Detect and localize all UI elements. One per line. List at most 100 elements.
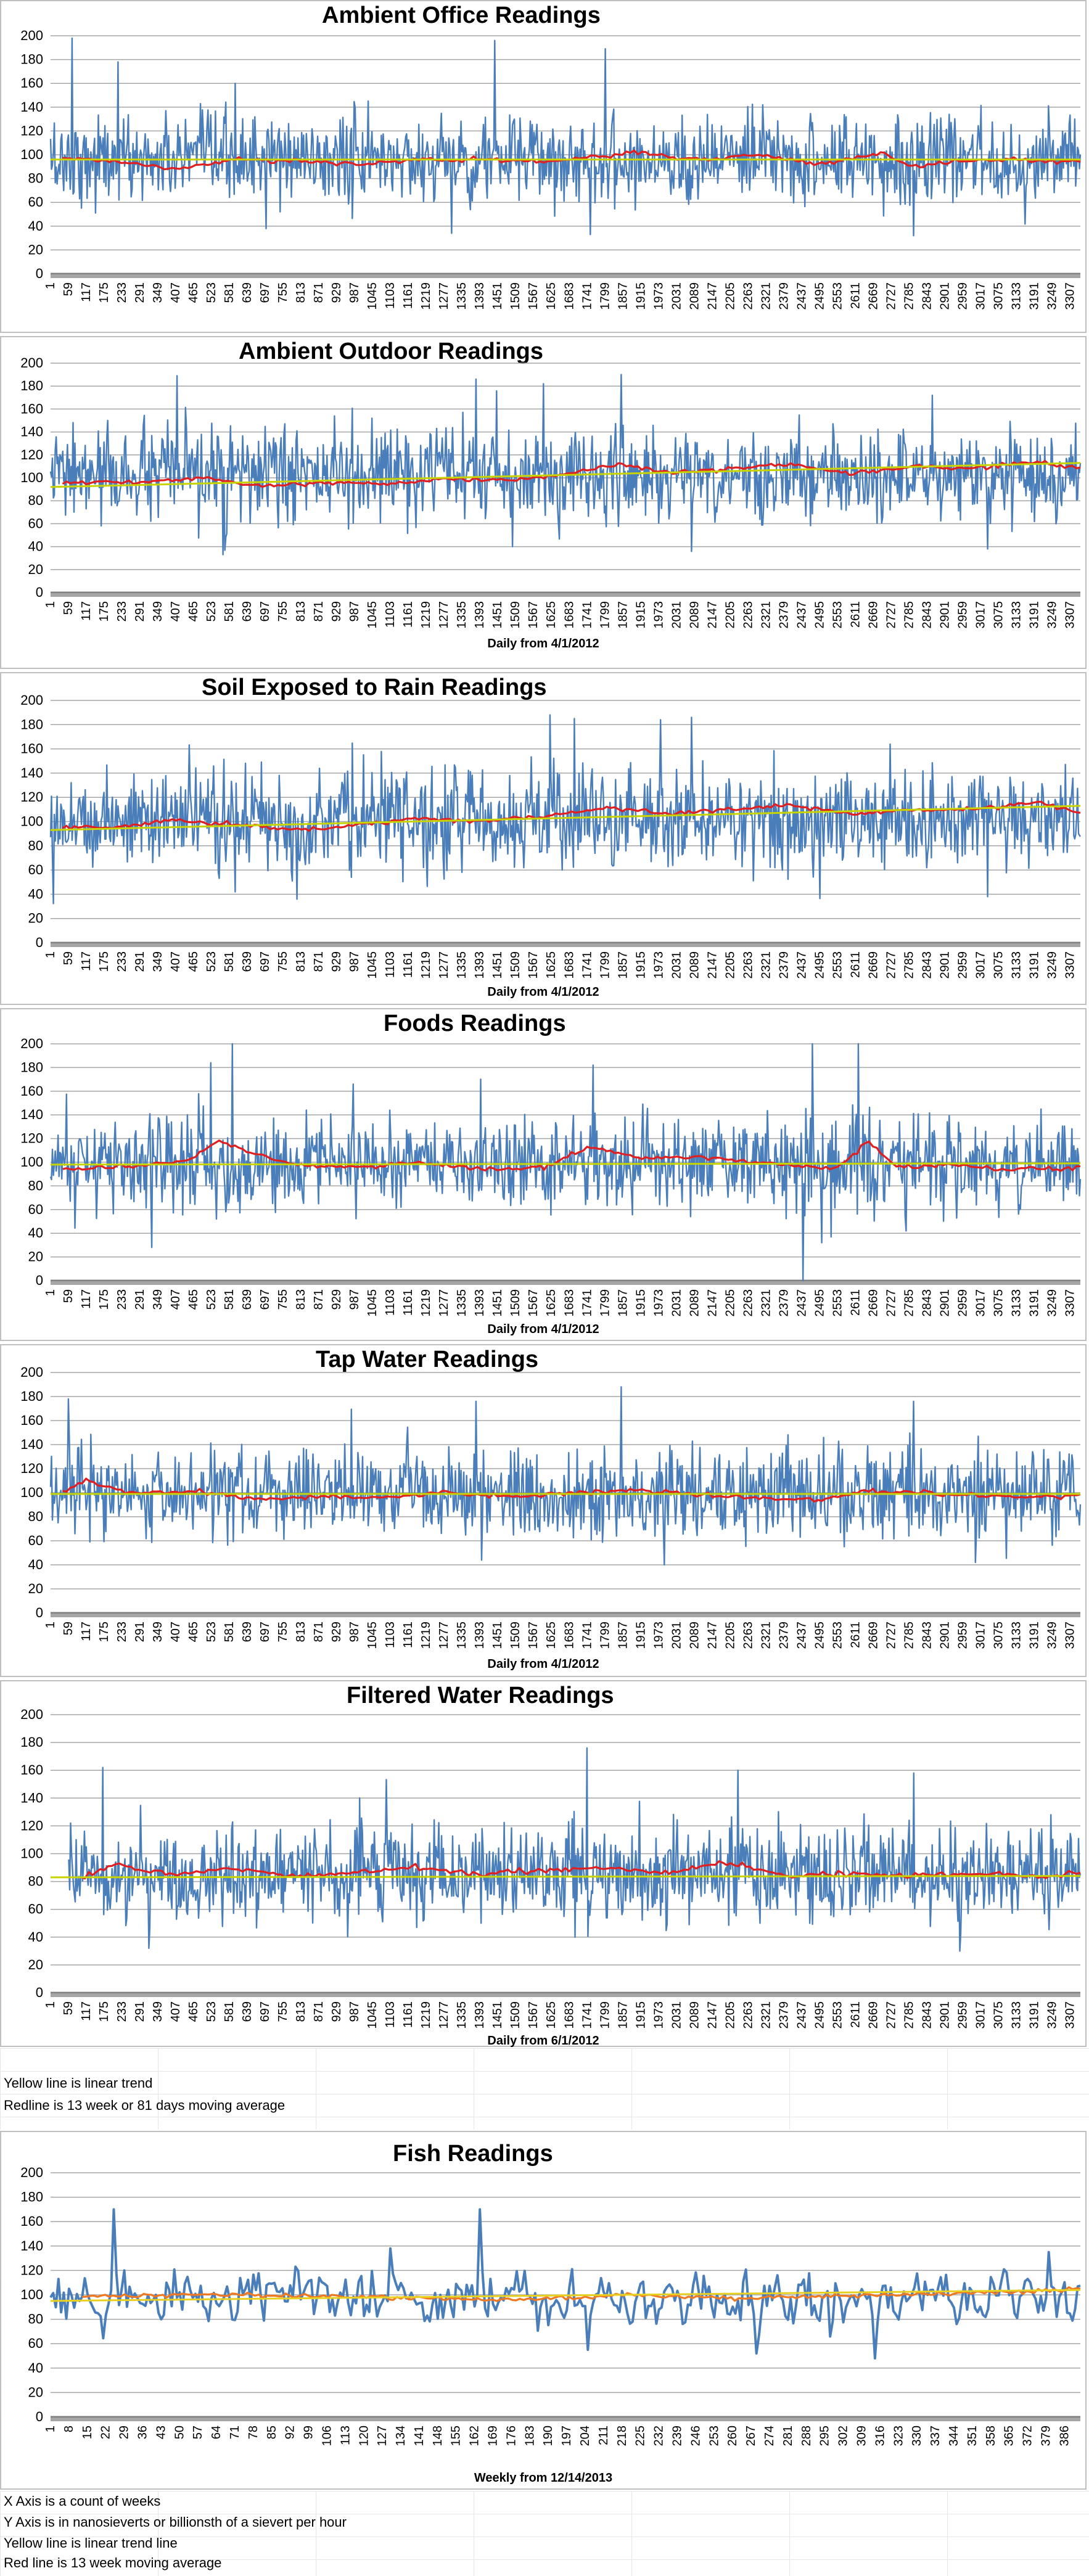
x-tick-label: 1161 [401,1622,415,1648]
x-tick-label: 148 [431,2426,445,2446]
x-tick-label: 1683 [562,282,576,310]
x-tick-label: 92 [284,2426,297,2439]
y-tick-label: 120 [20,1131,43,1146]
y-tick-label: 100 [20,1846,43,1861]
x-tick-label: 523 [205,282,218,303]
x-tick-label: 3307 [1063,1622,1077,1649]
x-tick-label: 2959 [956,1622,969,1649]
sheet-grid [0,2491,1089,2576]
x-tick-label: 523 [205,951,218,972]
x-tick-label: 2785 [902,2001,916,2029]
x-tick-label: 987 [348,601,361,621]
x-tick-label: 1277 [437,1289,451,1317]
x-tick-label: 1451 [491,282,504,310]
y-tick-label: 20 [28,562,43,577]
y-tick-label: 80 [28,1178,43,1193]
x-tick-label: 183 [523,2426,536,2446]
x-tick-label: 2959 [956,282,969,310]
x-tick-label: 1045 [366,1289,379,1317]
y-tick-label: 100 [20,2287,43,2302]
x-tick-label: 43 [154,2426,168,2439]
x-tick-label: 1 [44,2001,57,2008]
x-tick-label: 2495 [813,601,826,629]
x-tick-label: 2147 [705,951,719,979]
x-tick-label: 1625 [544,601,558,629]
note-yellow-line: Yellow line is linear trend line [4,2535,178,2551]
x-tick-label: 1683 [562,601,576,629]
x-tick-label: 155 [450,2426,463,2446]
x-tick-label: 2379 [777,1289,791,1317]
x-tick-label: 523 [205,2001,218,2022]
x-tick-label: 2321 [759,1289,773,1317]
x-tick-label: 2437 [795,2001,808,2029]
y-tick-label: 180 [20,1734,43,1750]
x-tick-label: 291 [133,951,147,972]
x-tick-label: 99 [302,2426,316,2439]
y-tick-label: 180 [20,378,43,393]
y-tick-label: 160 [20,401,43,416]
x-tick-label: 204 [578,2426,592,2446]
x-tick-label: 175 [97,282,111,303]
x-tick-label: 1509 [509,282,522,310]
x-tick-label: 2611 [849,951,862,978]
x-tick-label: 1277 [437,282,451,310]
x-tick-label: 1625 [544,1289,558,1317]
x-tick-label: 1741 [580,951,594,979]
x-tick-label: 407 [169,1622,183,1642]
x-tick-label: 1335 [455,2001,469,2029]
x-tick-label: 57 [191,2426,205,2439]
x-tick-label: 1161 [401,2001,415,2028]
x-tick-label: 2785 [902,1289,916,1317]
x-tick-label: 117 [80,601,93,621]
x-tick-label: 2379 [777,2001,791,2029]
x-tick-label: 291 [133,601,147,621]
x-tick-label: 2379 [777,1622,791,1649]
x-tick-label: 2321 [759,282,773,310]
y-tick-label: 0 [36,266,43,281]
x-tick-label: 1103 [384,1289,397,1316]
y-tick-label: 180 [20,2189,43,2205]
y-tick-label: 140 [20,1437,43,1452]
y-tick-label: 120 [20,1818,43,1833]
x-tick-label: 1103 [384,951,397,978]
x-tick-label: 697 [258,951,272,972]
x-tick-label: 291 [133,282,147,303]
x-tick-label: 1045 [366,2001,379,2029]
x-tick-label: 2379 [777,601,791,629]
chart-title: Filtered Water Readings [347,1683,614,1708]
y-tick-label: 160 [20,741,43,757]
x-tick-label: 813 [294,1289,308,1310]
x-tick-label: 2669 [866,1622,880,1649]
x-tick-label: 302 [837,2426,850,2446]
x-tick-label: 288 [800,2426,813,2446]
x-tick-label: 1393 [473,1622,487,1649]
x-tick-label: 349 [151,951,165,972]
x-tick-label: 3075 [992,1622,1005,1649]
x-tick-label: 291 [133,2001,147,2022]
x-tick-label: 813 [294,1622,308,1642]
x-tick-label: 1045 [366,601,379,629]
x-tick-label: 1335 [455,282,469,310]
x-tick-label: 1567 [527,282,540,310]
x-tick-label: 2553 [831,1289,844,1317]
chart-panel-ambient-outdoor: Ambient Outdoor Readings 0 20 40 60 80 100 120… [0,336,1087,669]
chart-plot-fish: 0 20 40 60 80 100 120 140 160 180 200 1 8 15 22 29 36 43 5… [20,2165,1081,2446]
x-tick-label: 2843 [920,2001,934,2029]
y-tick-label: 0 [36,585,43,600]
y-tick-label: 40 [28,2360,43,2376]
x-tick-label: 64 [210,2426,223,2439]
x-tick-label: 2843 [920,601,934,629]
x-tick-label: 465 [187,951,200,972]
x-tick-label: 2437 [795,1622,808,1649]
chart-title: Tap Water Readings [316,1347,539,1372]
chart-title: Ambient Office Readings [322,2,601,28]
x-tick-label: 2901 [938,1622,951,1649]
x-tick-label: 1045 [366,951,379,979]
x-tick-label: 929 [330,1289,343,1310]
x-tick-label: 523 [205,1622,218,1642]
y-tick-label: 40 [28,218,43,234]
x-tick-label: 2843 [920,1622,934,1649]
x-tick-label: 581 [223,282,236,303]
chart-xlabel: Daily from 4/1/2012 [487,637,599,650]
chart-plot-ambient-office: 0 20 40 60 80 100 120 140 160 180 200 1 59 117 175 233 2… [20,28,1082,310]
